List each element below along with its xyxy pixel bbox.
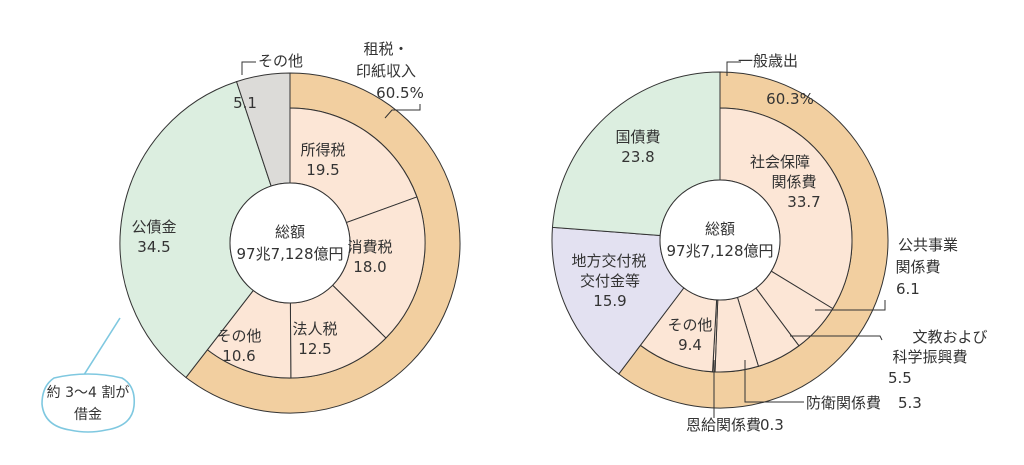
leader-bunkyo [790,335,883,341]
label-onkyu: 恩給関係費 [686,416,761,434]
label-bunkyo-line2: 科学振興費 [892,348,967,366]
label-shakaihosho-line2: 関係費 [771,173,816,191]
value-shohizei: 18.0 [353,258,386,276]
center-hole-0 [229,182,351,304]
label-kokyo-line1: 公共事業 [898,236,958,254]
callout-tail [80,317,121,379]
value-sonota-exp: 9.4 [678,336,702,354]
label-boei: 防衛関係費 [806,394,881,412]
center-hole-1 [659,179,781,301]
label-chiho-line2: 交付金等 [580,272,640,290]
label-chiho-line1: 地方交付税 [571,252,646,270]
label-sonota-tax: その他 [216,327,261,345]
center-value-1: 97兆7,128億円 [666,242,773,260]
value-onkyu: 0.3 [760,416,784,434]
group-label-line2-0: 印紙収入 [356,62,416,80]
callout-text-line2: 借金 [74,407,102,423]
label-kokusaihi: 国債費 [615,128,660,146]
center-label-1: 総額 [705,220,735,238]
value-boei: 5.3 [898,394,922,412]
center-value-0: 97兆7,128億円 [236,245,343,263]
leader-boei [744,360,804,403]
value-chiho: 15.9 [593,292,626,310]
value-sonota-tax: 10.6 [222,347,255,365]
leader-sonota-other [241,61,256,75]
label-sonota-other: その他 [258,52,303,70]
group-label-line1-0: 租税・ [363,40,408,58]
leader-kokyo [815,300,886,311]
leader-group-0 [384,104,421,119]
value-bunkyo: 5.5 [888,369,912,387]
value-sonota-other: 5.1 [233,94,257,112]
value-kokusaihi: 23.8 [621,148,654,166]
callout-text-line1: 約 3〜4 割が [47,384,130,401]
label-hojinzei: 法人税 [292,320,337,338]
label-sonota-exp: その他 [667,316,712,334]
value-shakaihosho: 33.7 [787,193,820,211]
group-value-0: 60.5% [376,84,424,102]
group-value-1: 60.3% [766,90,814,108]
label-kokyo-line2: 関係費 [895,258,940,276]
label-bunkyo-line1: 文教および [912,328,987,346]
label-shotokuzei: 所得税 [300,141,345,159]
value-kosaikin: 34.5 [137,238,170,256]
label-shohizei: 消費税 [347,238,392,256]
leader-group-1 [726,61,741,76]
callout-bubble: 約 3〜4 割が 借金 [41,373,136,433]
group-label-line1-1: 一般歳出 [738,52,798,70]
label-kosaikin: 公債金 [131,218,176,236]
center-label-0: 総額 [275,223,305,241]
value-kokyo: 6.1 [896,280,920,298]
value-shotokuzei: 19.5 [306,161,339,179]
value-hojinzei: 12.5 [298,340,331,358]
label-shakaihosho-line1: 社会保障 [750,153,810,171]
